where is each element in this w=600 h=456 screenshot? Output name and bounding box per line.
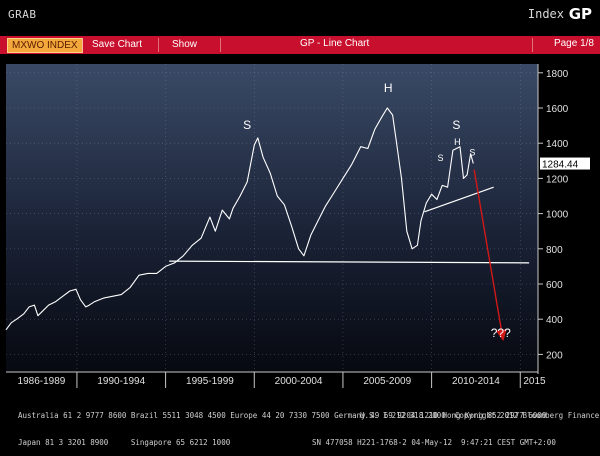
x-tick-label: 1990-1994 — [97, 376, 145, 387]
toolbar-divider — [158, 38, 159, 52]
pattern-annotation: H — [454, 137, 461, 147]
pattern-annotation: ??? — [491, 326, 511, 340]
neckline — [169, 260, 530, 264]
x-tick-label: 2000-2004 — [275, 376, 323, 387]
function-code: GP — [568, 5, 592, 23]
y-tick-label: 1600 — [546, 104, 569, 115]
footer-line: Australia 61 2 9777 8600 Brazil 5511 304… — [18, 411, 547, 420]
show-button[interactable]: Show — [172, 39, 198, 50]
y-tick-label: 1000 — [546, 210, 569, 221]
pattern-annotation: S — [452, 118, 460, 132]
page-indicator[interactable]: Page 1/8 — [553, 38, 594, 49]
index-label: Index — [527, 7, 564, 21]
plot-background — [6, 64, 538, 372]
footer-japan: Japan 81 3 3201 8900 — [18, 438, 109, 447]
footer-copyright: Copyright 2012 Bloomberg Finance L.P. — [454, 411, 600, 420]
x-tick-label: 1995-1999 — [186, 376, 234, 387]
toolbar-divider — [532, 38, 533, 52]
last-value-label: 1284.44 — [542, 160, 579, 171]
security-field[interactable]: MXWO INDEX — [7, 38, 83, 53]
y-tick-label: 400 — [546, 315, 563, 326]
x-tick-label: 2010-2014 — [452, 376, 500, 387]
pattern-annotation: S — [469, 148, 475, 158]
toolbar-divider — [220, 38, 221, 52]
footer-singapore: Singapore 65 6212 1000 — [130, 438, 231, 447]
chart-title: GP - Line Chart — [300, 38, 370, 49]
pattern-annotation: S — [243, 118, 251, 132]
toolbar-divider — [82, 38, 83, 52]
y-tick-label: 1200 — [546, 174, 569, 185]
x-tick-label: 2005-2009 — [363, 376, 411, 387]
footer-timestamp: SN 477058 H221-1768-2 04-May-12 9:47:21 … — [312, 438, 556, 447]
toolbar: MXWO INDEX Save Chart Show GP - Line Cha… — [0, 36, 600, 54]
y-tick-label: 1400 — [546, 139, 569, 150]
footer-us: U.S. 1 212 318 2000 — [360, 411, 446, 420]
x-tick-label: 2015 — [523, 376, 546, 387]
price-series-line — [5, 107, 474, 331]
projection-arrow — [473, 169, 507, 341]
ticker-label: GRAB — [8, 8, 37, 21]
last-value-marker — [540, 157, 590, 170]
inner-neckline — [424, 186, 494, 213]
title-bar: GRAB Index GP — [0, 0, 600, 36]
y-tick-label: 600 — [546, 280, 563, 291]
footer-right: U.S. 1 212 318 2000 Copyright 2012 Bloom… — [312, 393, 600, 456]
pattern-annotation: H — [384, 81, 393, 95]
y-tick-label: 800 — [546, 245, 563, 256]
y-tick-label: 1800 — [546, 69, 569, 80]
y-tick-label: 200 — [546, 350, 563, 361]
x-tick-label: 1986-1989 — [18, 376, 66, 387]
pattern-annotation: S — [437, 153, 443, 163]
chart-area: 1284.44 S H S S H S??? 200 400 600 800 1000 1200 14… — [0, 54, 600, 394]
save-chart-button[interactable]: Save Chart — [92, 39, 143, 50]
